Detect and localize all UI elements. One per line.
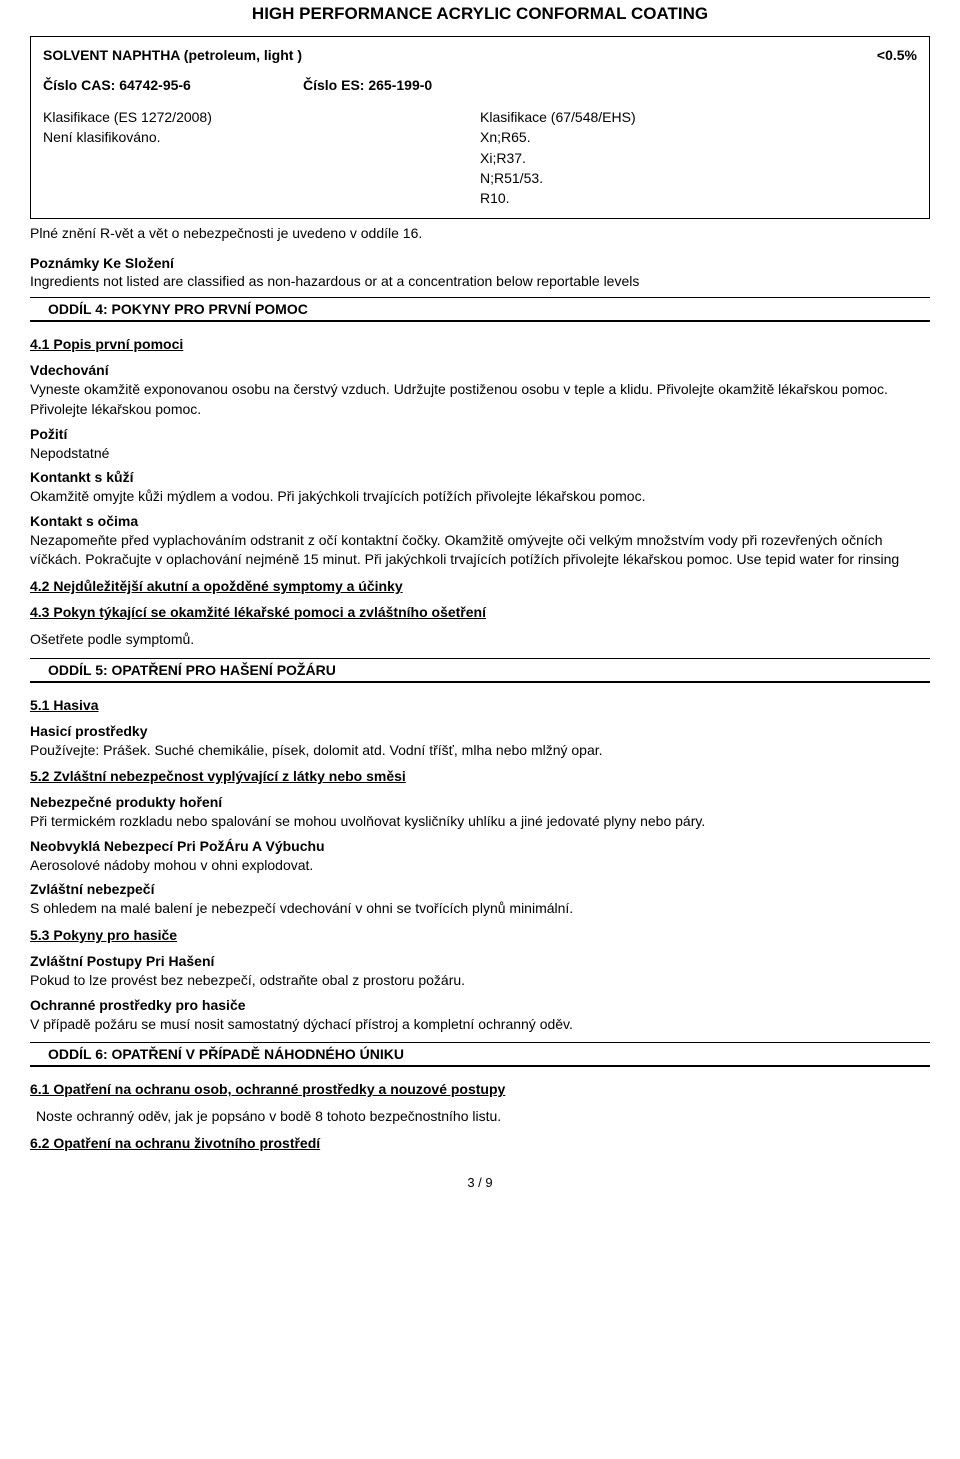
class2-line-1: Xi;R37.	[480, 148, 917, 168]
skin-contact-label: Kontankt s kůží	[30, 469, 930, 485]
substance-box: SOLVENT NAPHTHA (petroleum, light ) <0.5…	[30, 36, 930, 219]
extinguishing-media-label: Hasicí prostředky	[30, 723, 930, 739]
heading-5-1: 5.1 Hasiva	[30, 697, 930, 713]
class2-label: Klasifikace (67/548/EHS)	[480, 107, 917, 127]
skin-contact-text: Okamžitě omyjte kůži mýdlem a vodou. Při…	[30, 487, 930, 507]
substance-id-row: Číslo CAS: 64742-95-6 Číslo ES: 265-199-…	[43, 77, 917, 93]
section-4-bar: ODDÍL 4: POKYNY PRO PRVNÍ POMOC	[30, 297, 930, 322]
substance-name: SOLVENT NAPHTHA (petroleum, light )	[43, 47, 302, 63]
heading-5-3: 5.3 Pokyny pro hasiče	[30, 927, 930, 943]
hazardous-products-label: Nebezpečné produkty hoření	[30, 794, 930, 810]
class2-line-3: R10.	[480, 188, 917, 208]
r-phrases-note: Plné znění R-vět a vět o nebezpečnosti j…	[30, 225, 930, 241]
firefight-ppe-label: Ochranné prostředky pro hasiče	[30, 997, 930, 1013]
inhalation-text: Vyneste okamžitě exponovanou osobu na če…	[30, 380, 930, 419]
class2-line-0: Xn;R65.	[480, 127, 917, 147]
classification-row: Klasifikace (ES 1272/2008) Není klasifik…	[43, 107, 917, 208]
text-6-1: Noste ochranný oděv, jak je popsáno v bo…	[30, 1107, 930, 1127]
eye-contact-text: Nezapomeňte před vyplachováním odstranit…	[30, 531, 930, 570]
eye-contact-label: Kontakt s očima	[30, 513, 930, 529]
classification-col-2: Klasifikace (67/548/EHS) Xn;R65. Xi;R37.…	[480, 107, 917, 208]
inhalation-label: Vdechování	[30, 362, 930, 378]
heading-6-1: 6.1 Opatření na ochranu osob, ochranné p…	[30, 1081, 930, 1097]
extinguishing-media-text: Používejte: Prášek. Suché chemikálie, pí…	[30, 741, 930, 761]
firefight-ppe-text: V případě požáru se musí nosit samostatn…	[30, 1015, 930, 1035]
firefight-procedures-label: Zvláštní Postupy Pri Hašení	[30, 953, 930, 969]
page: HIGH PERFORMANCE ACRYLIC CONFORMAL COATI…	[0, 0, 960, 1210]
class1-value: Není klasifikováno.	[43, 127, 480, 147]
classification-col-1: Klasifikace (ES 1272/2008) Není klasifik…	[43, 107, 480, 208]
text-4-3: Ošetřete podle symptomů.	[30, 630, 930, 650]
hazardous-products-text: Při termickém rozkladu nebo spalování se…	[30, 812, 930, 832]
unusual-hazards-label: Neobvyklá Nebezpecí Pri PožÁru A Výbuchu	[30, 838, 930, 854]
heading-4-3: 4.3 Pokyn týkající se okamžité lékařské …	[30, 604, 930, 620]
heading-5-2: 5.2 Zvláštní nebezpečnost vyplývající z …	[30, 768, 930, 784]
class1-label: Klasifikace (ES 1272/2008)	[43, 107, 480, 127]
substance-concentration: <0.5%	[877, 47, 917, 63]
composition-notes-body: Ingredients not listed are classified as…	[30, 273, 930, 289]
es-number: Číslo ES: 265-199-0	[303, 77, 432, 93]
unusual-hazards-text: Aerosolové nádoby mohou v ohni explodova…	[30, 856, 930, 876]
page-footer: 3 / 9	[30, 1175, 930, 1190]
ingestion-text: Nepodstatné	[30, 444, 930, 464]
heading-4-2: 4.2 Nejdůležitější akutní a opožděné sym…	[30, 578, 930, 594]
section-5-bar: ODDÍL 5: OPATŘENÍ PRO HAŠENÍ POŽÁRU	[30, 658, 930, 683]
substance-header-row: SOLVENT NAPHTHA (petroleum, light ) <0.5…	[43, 47, 917, 63]
ingestion-label: Požití	[30, 426, 930, 442]
special-hazards-text: S ohledem na malé balení je nebezpečí vd…	[30, 899, 930, 919]
heading-6-2: 6.2 Opatření na ochranu životního prostř…	[30, 1135, 930, 1151]
heading-4-1: 4.1 Popis první pomoci	[30, 336, 930, 352]
cas-number: Číslo CAS: 64742-95-6	[43, 77, 303, 93]
special-hazards-label: Zvláštní nebezpečí	[30, 881, 930, 897]
firefight-procedures-text: Pokud to lze provést bez nebezpečí, odst…	[30, 971, 930, 991]
document-title: HIGH PERFORMANCE ACRYLIC CONFORMAL COATI…	[30, 4, 930, 24]
composition-notes-title: Poznámky Ke Složení	[30, 255, 930, 271]
class2-line-2: N;R51/53.	[480, 168, 917, 188]
section-6-bar: ODDÍL 6: OPATŘENÍ V PŘÍPADĚ NÁHODNÉHO ÚN…	[30, 1042, 930, 1067]
